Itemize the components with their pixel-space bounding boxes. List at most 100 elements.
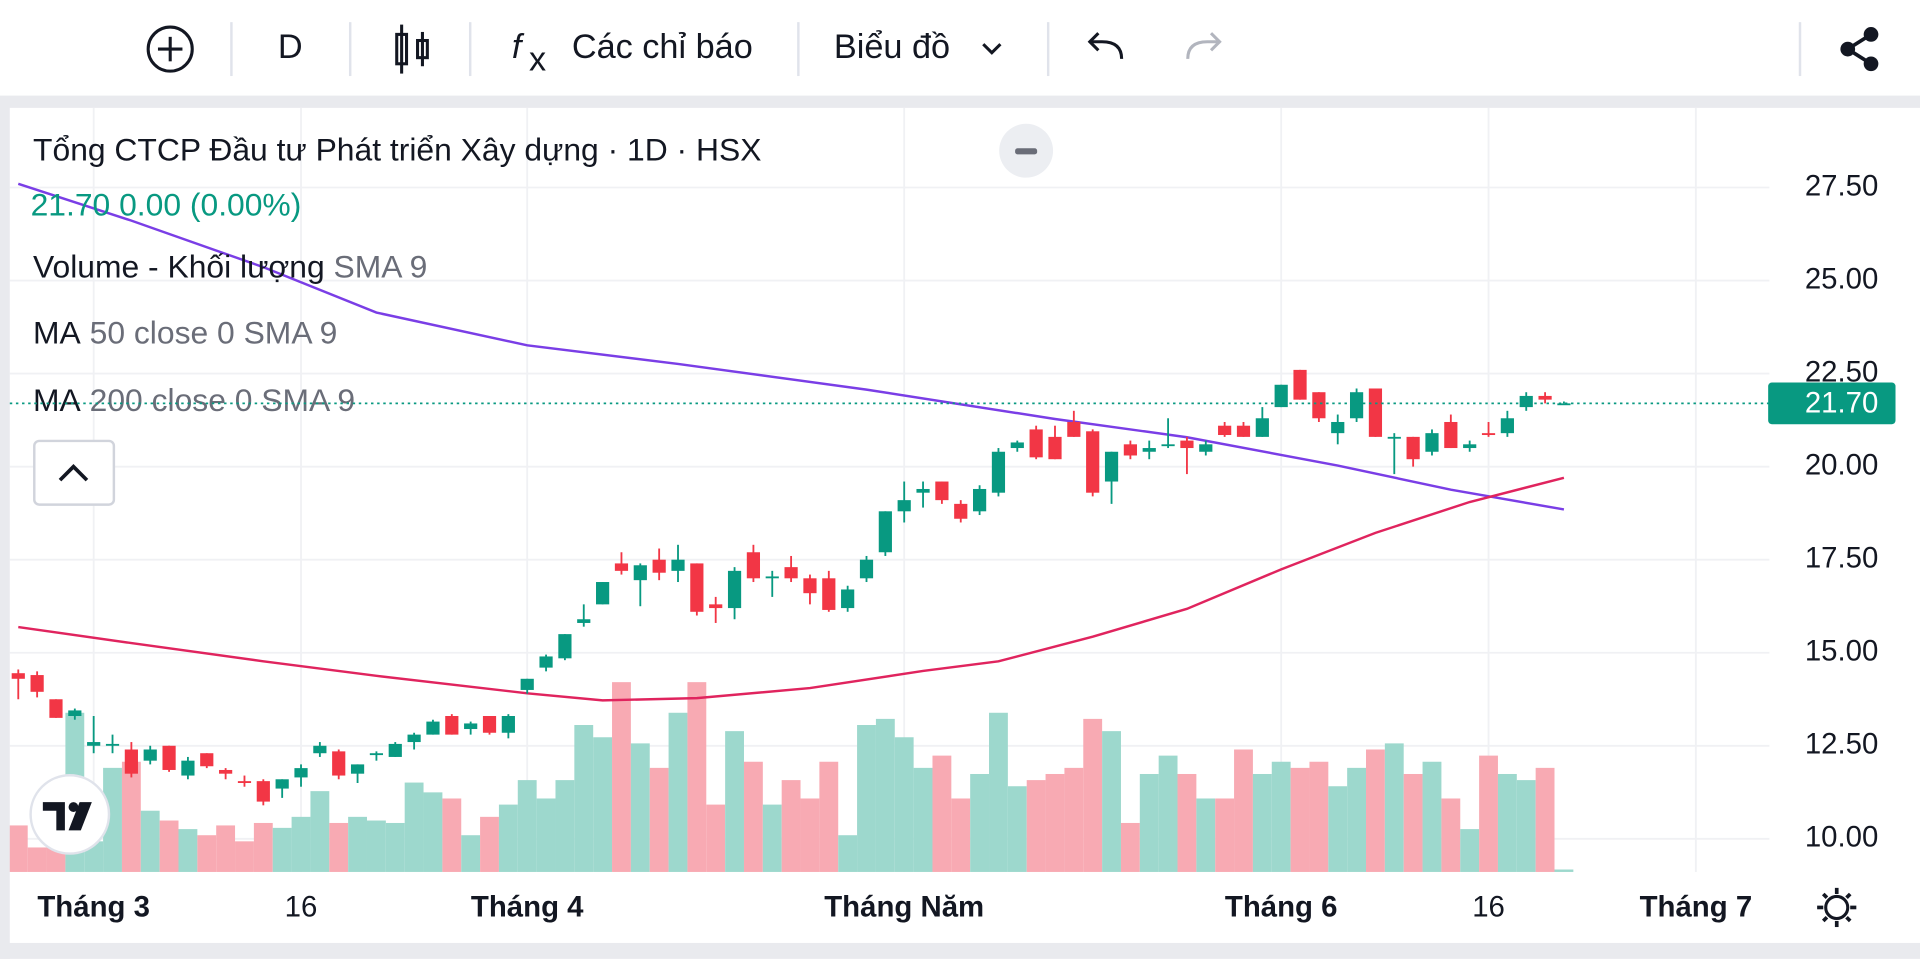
share-button[interactable] [1840, 27, 1879, 72]
candle-body [350, 764, 365, 774]
candle-body [200, 753, 214, 767]
redo-button[interactable] [1186, 32, 1222, 59]
candle-body [1029, 429, 1043, 458]
candle-body [596, 582, 610, 605]
x-tick-label: 16 [1472, 890, 1505, 923]
volume-bar [1045, 773, 1065, 872]
volume-bar [1554, 869, 1574, 872]
fx-icon: x [529, 40, 546, 78]
candle-body [181, 760, 195, 776]
volume-bar [857, 725, 876, 872]
settings-button[interactable] [1817, 887, 1857, 928]
candle-body [105, 743, 120, 746]
volume-bar [216, 825, 236, 872]
chart-title: Tổng CTCP Đầu tư Phát triển Xây dựng · 1… [33, 131, 761, 167]
candle-body [313, 745, 327, 754]
volume-bar [1441, 798, 1461, 872]
chart-type-button[interactable] [395, 24, 429, 74]
candle-body [859, 559, 874, 579]
volume-bar [423, 792, 443, 872]
volume-bar [1064, 767, 1084, 872]
volume-bar [725, 731, 744, 872]
tradingview-logo[interactable] [29, 773, 111, 855]
volume-bar [800, 798, 820, 872]
volume-bar [932, 755, 952, 872]
volume-bar [875, 718, 895, 872]
toolbar-dividers [230, 22, 1802, 77]
chart-menu-button[interactable]: Biểu đồ [834, 28, 1002, 66]
candle-body [407, 734, 421, 743]
volume-bar [1234, 749, 1253, 872]
candle-body [501, 716, 515, 733]
study-params: 200 close 0 SMA 9 [90, 382, 355, 418]
volume-bar [348, 816, 367, 872]
study-name: MA [33, 382, 82, 418]
toolbar [0, 0, 1920, 99]
candle-body [1255, 418, 1269, 437]
candle-body [1387, 436, 1401, 439]
undo-button[interactable] [1087, 32, 1124, 59]
volume-bar [838, 835, 858, 872]
volume-bar [1309, 761, 1329, 872]
candle-body [1519, 395, 1533, 408]
volume-bar [687, 682, 707, 872]
study-params: SMA 9 [334, 249, 428, 285]
x-tick-label: Tháng 4 [471, 890, 584, 923]
candle-body [1274, 384, 1288, 408]
volume-bar [197, 835, 217, 872]
collapse-legend-button[interactable] [33, 439, 116, 506]
volume-bar [1139, 773, 1159, 872]
collapse-title-button[interactable] [999, 123, 1054, 178]
y-tick-label: 17.50 [1805, 541, 1879, 574]
volume-bar [178, 829, 198, 872]
candle-body [841, 589, 855, 609]
legend-study: Volume - Khối lượng SMA 9 [33, 249, 427, 285]
candle-body [652, 559, 666, 573]
candle-body [1180, 440, 1194, 449]
x-tick-label: Tháng 3 [37, 890, 150, 923]
candle-body [1463, 444, 1477, 449]
candle-body [388, 743, 402, 757]
volume-bar [762, 804, 782, 872]
candles [11, 369, 1571, 806]
candle-body [275, 779, 289, 789]
candle-body [426, 721, 440, 735]
add-symbol-button[interactable] [146, 25, 194, 73]
candle-body [87, 742, 101, 746]
ma-line [18, 476, 1565, 702]
candle-body [577, 619, 591, 623]
candle-body [124, 749, 138, 774]
volume-bar [8, 825, 28, 872]
volume-bar [668, 712, 688, 872]
y-tick-label: 12.50 [1805, 728, 1879, 761]
y-tick-label: 25.00 [1805, 262, 1879, 295]
volume-bar [480, 816, 499, 872]
volume-bar [1403, 773, 1423, 872]
interval-button[interactable]: D [278, 28, 303, 66]
volume-bar [649, 767, 669, 872]
volume-bar [1328, 786, 1348, 872]
candle-body [633, 565, 647, 581]
study-name: MA [33, 315, 82, 351]
volume-bar [1460, 829, 1480, 872]
candle-body [822, 578, 836, 610]
y-tick-label: 27.50 [1805, 169, 1879, 202]
volume-bar [1384, 743, 1404, 872]
volume-bar [442, 798, 462, 872]
volume-bar [253, 822, 273, 872]
volume-bar [706, 804, 726, 872]
volume-bar [970, 773, 990, 872]
candle-body [991, 451, 1006, 493]
candle-body [746, 552, 761, 579]
candle-body [464, 723, 478, 730]
y-tick-label: 15.00 [1805, 635, 1879, 668]
candle-body [369, 753, 384, 756]
volume-bar [1215, 798, 1235, 872]
candle-body [1331, 421, 1345, 434]
volume-bar [536, 798, 556, 872]
candle-body [49, 699, 63, 718]
volume-bar [1516, 780, 1536, 872]
volume-bar [1271, 761, 1291, 872]
volume-bar [913, 767, 933, 872]
